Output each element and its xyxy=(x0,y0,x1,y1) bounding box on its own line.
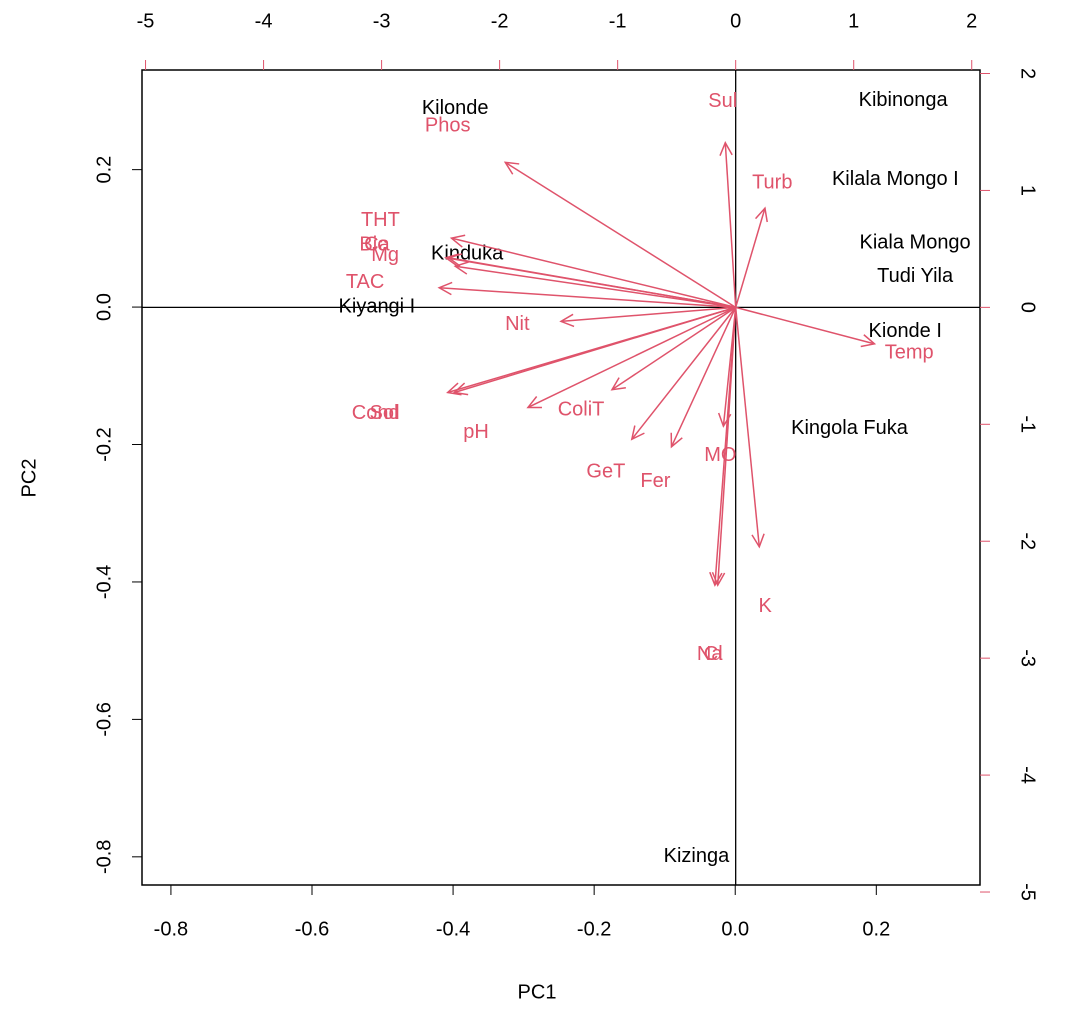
loading-arrow xyxy=(505,162,735,307)
loading-arrow xyxy=(736,208,765,307)
observation-label: Kizinga xyxy=(664,845,730,867)
observation-label: Kingola Fuka xyxy=(791,417,909,439)
y-tick-label: -0.4 xyxy=(93,565,115,599)
loading-arrow xyxy=(736,307,875,343)
x-tick-label: -0.4 xyxy=(436,918,470,940)
observation-label: Tudi Yila xyxy=(877,265,954,287)
y-tick-label: -0.2 xyxy=(93,427,115,461)
variable-label: Mg xyxy=(371,244,399,266)
loading-arrow xyxy=(451,238,735,307)
variable-label: THT xyxy=(361,209,400,231)
variable-label: TAC xyxy=(346,271,385,293)
variable-label: Fer xyxy=(640,470,670,492)
plot-box xyxy=(142,70,980,885)
y-tick-label: -0.6 xyxy=(93,702,115,736)
x-tick-label: -0.6 xyxy=(295,918,329,940)
observation-label: Kionde I xyxy=(869,320,942,342)
variable-label: Temp xyxy=(885,341,934,363)
loading-arrow xyxy=(454,307,735,392)
y2-tick-label: 2 xyxy=(1017,68,1039,79)
y2-tick-label: 0 xyxy=(1017,302,1039,313)
x-tick-label: 0.2 xyxy=(862,918,890,940)
variable-label: pH xyxy=(463,421,489,443)
variable-label: Turb xyxy=(752,172,792,194)
variable-label: Phos xyxy=(425,114,471,136)
observation-label: Kiala Mongo xyxy=(860,231,971,253)
observation-label: Kilala Mongo I xyxy=(832,168,959,190)
loading-arrow xyxy=(449,258,736,308)
y-tick-label: 0.0 xyxy=(93,293,115,321)
loading-arrow xyxy=(439,288,735,308)
variable-label: MO xyxy=(704,444,736,466)
y2-tick-label: 1 xyxy=(1017,185,1039,196)
x2-tick-label: 2 xyxy=(966,10,977,32)
y2-tick-label: -5 xyxy=(1017,883,1039,901)
observation-label: Kiyangi I xyxy=(339,295,416,317)
y-tick-label: -0.8 xyxy=(93,840,115,874)
variable-label: Nit xyxy=(505,313,530,335)
x2-tick-label: 0 xyxy=(730,10,741,32)
variable-label: Sol xyxy=(370,402,399,424)
y2-tick-label: -1 xyxy=(1017,415,1039,433)
x2-tick-label: -3 xyxy=(373,10,391,32)
loading-arrow xyxy=(736,307,760,546)
x-axis-title: PC1 xyxy=(518,981,557,1003)
variable-label: Cl xyxy=(704,643,723,665)
x-tick-label: -0.2 xyxy=(577,918,611,940)
y2-tick-label: -4 xyxy=(1017,766,1039,784)
x2-tick-label: -2 xyxy=(491,10,509,32)
chart: PC1 PC2 -0.8 -0.6 -0.4 -0.2 0.0 0.2 -0.8 -0.6 -0… xyxy=(0,0,1067,1021)
x-tick-label: 0.0 xyxy=(721,918,749,940)
y-axis-title: PC2 xyxy=(18,459,40,498)
variable-label: K xyxy=(759,595,773,617)
variable-label: GeT xyxy=(586,461,625,483)
loading-arrow xyxy=(455,266,735,307)
variable-label: Sul xyxy=(708,90,737,112)
x2-tick-label: 1 xyxy=(848,10,859,32)
x-tick-label: -0.8 xyxy=(154,918,188,940)
y2-tick-label: -2 xyxy=(1017,532,1039,550)
x2-tick-label: -5 xyxy=(137,10,155,32)
y-tick-label: 0.2 xyxy=(93,156,115,184)
x2-tick-label: -4 xyxy=(255,10,273,32)
loading-arrow xyxy=(528,307,736,407)
x2-tick-label: -1 xyxy=(609,10,627,32)
loading-arrow xyxy=(725,143,735,308)
y2-tick-label: -3 xyxy=(1017,649,1039,667)
variable-label: ColiT xyxy=(558,399,605,421)
observation-label: Kibinonga xyxy=(859,89,949,111)
